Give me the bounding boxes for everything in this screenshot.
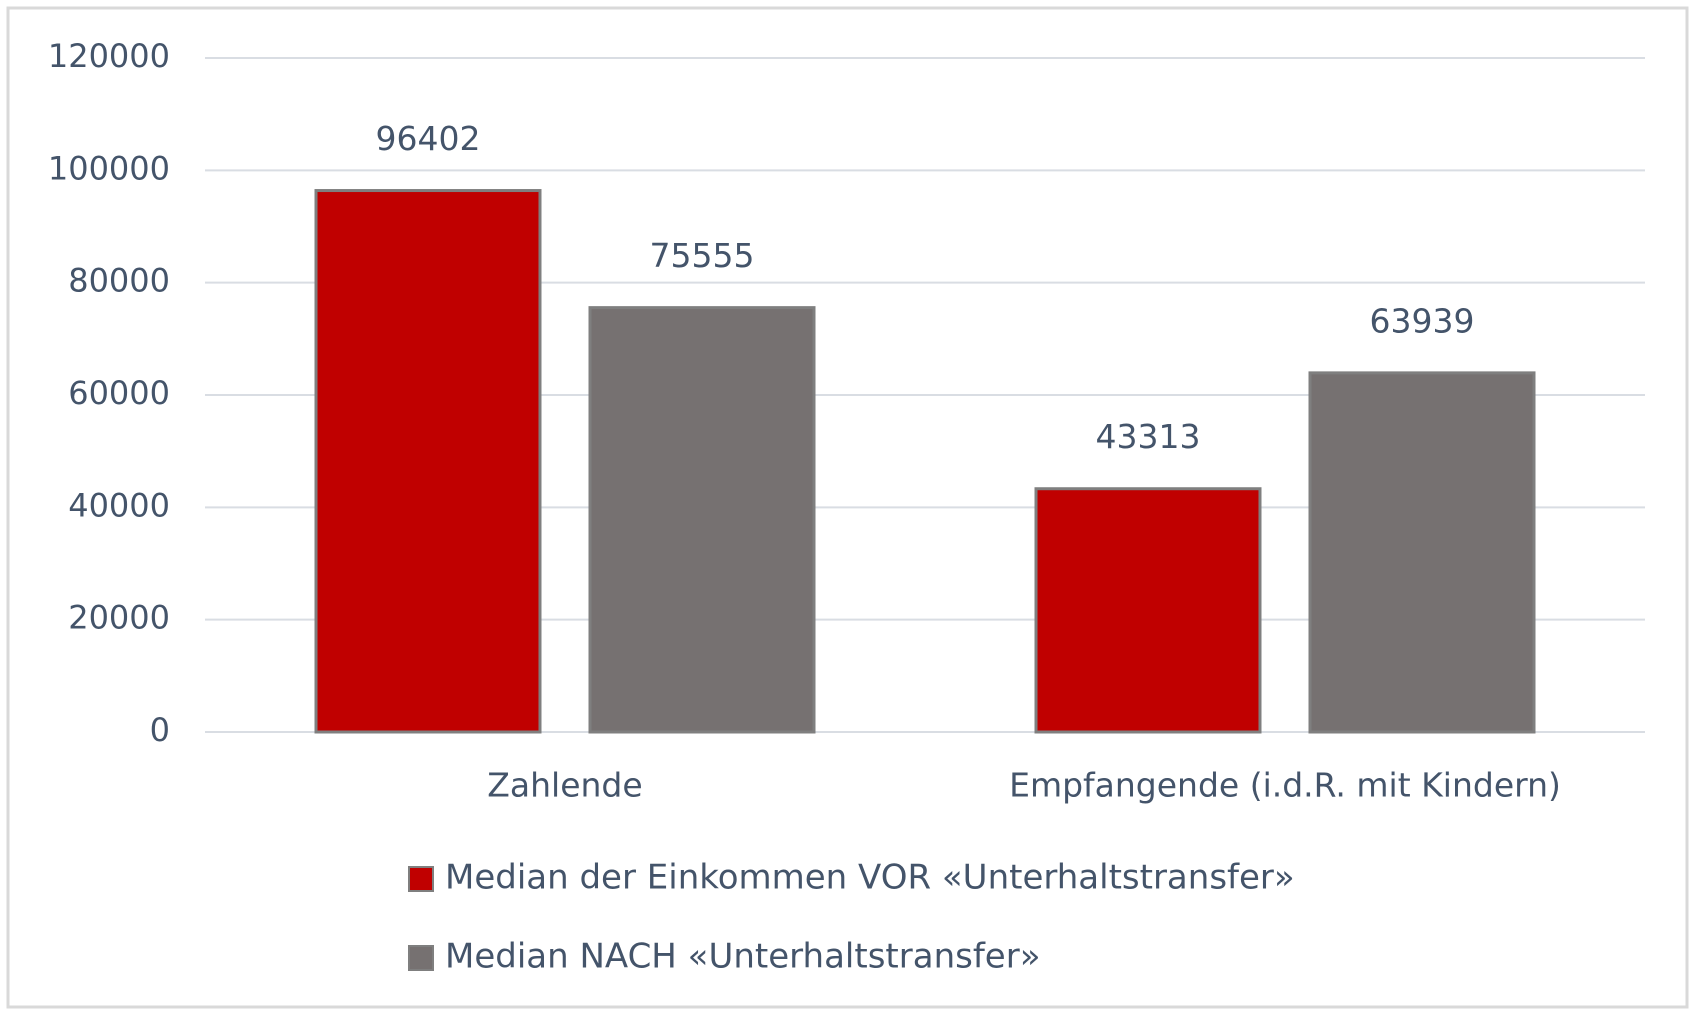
x-tick-label: Empfangende (i.d.R. mit Kindern) <box>1009 766 1561 805</box>
bar <box>588 306 816 734</box>
legend-label: Median der Einkommen VOR «Unterhaltstran… <box>445 858 1295 898</box>
y-tick-label: 20000 <box>68 599 170 637</box>
data-label: 96402 <box>376 119 481 158</box>
bar <box>314 189 542 734</box>
y-tick-label: 80000 <box>68 262 170 300</box>
bar <box>1308 371 1536 734</box>
legend-swatch <box>408 945 434 971</box>
y-tick-label: 0 <box>150 711 170 749</box>
y-tick-label: 100000 <box>48 149 170 187</box>
legend-swatch <box>408 866 434 892</box>
y-tick-label: 120000 <box>48 37 170 75</box>
x-tick-label: Zahlende <box>487 766 642 805</box>
data-label: 43313 <box>1096 417 1201 456</box>
data-label: 75555 <box>650 236 755 275</box>
y-tick-label: 40000 <box>68 486 170 524</box>
bar <box>1034 487 1262 734</box>
legend-label: Median NACH «Unterhaltstransfer» <box>445 937 1041 977</box>
y-tick-label: 60000 <box>68 374 170 412</box>
data-label: 63939 <box>1370 301 1475 340</box>
